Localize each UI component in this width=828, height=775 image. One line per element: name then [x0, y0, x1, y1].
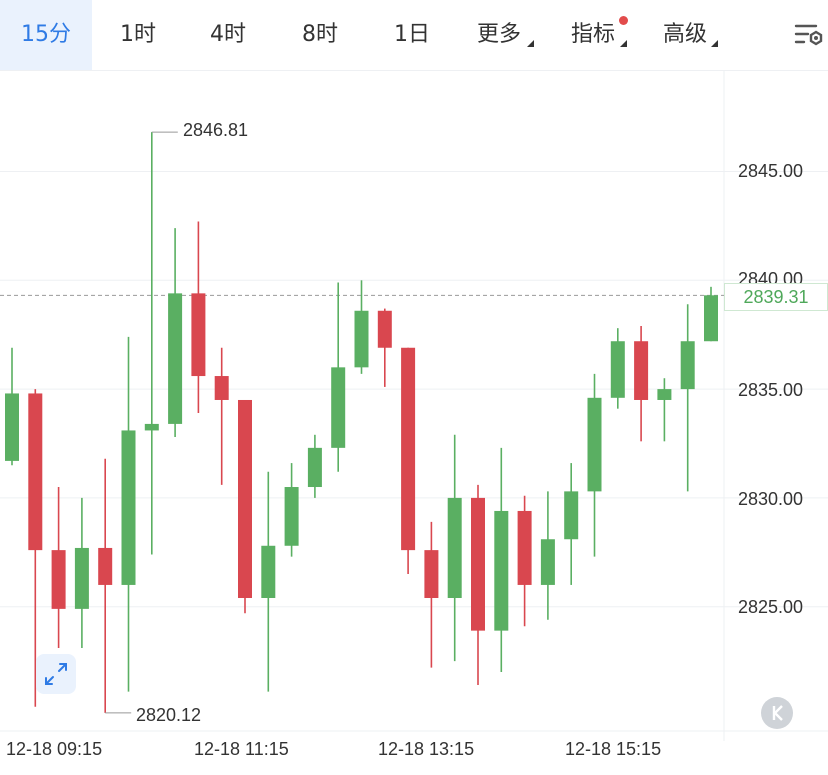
candle-body — [540, 539, 555, 585]
candle-body — [680, 341, 695, 390]
candle-body — [98, 547, 113, 585]
tab-more[interactable]: 更多 — [476, 22, 521, 47]
dropdown-triangle-icon — [711, 40, 718, 47]
candle-body — [517, 510, 532, 585]
timeframe-tab-bar: 15分 1时 4时 8时 1日 更多 指标 高级 — [0, 0, 828, 71]
candle-body — [5, 393, 19, 461]
expand-icon — [45, 663, 67, 685]
candle-body — [354, 310, 369, 368]
candle-body — [74, 547, 89, 609]
y-tick-label: 2835.00 — [738, 380, 804, 400]
candle-body — [494, 510, 509, 631]
candle-body — [261, 545, 276, 598]
notification-dot — [619, 16, 628, 25]
high-price-label: 2846.81 — [183, 120, 249, 140]
y-tick-label: 2830.00 — [738, 489, 804, 509]
candle-body — [214, 376, 229, 400]
candle-body — [471, 497, 485, 631]
candle-body — [307, 447, 322, 488]
candle-body — [634, 341, 649, 400]
tab-15m[interactable]: 15分 — [0, 0, 92, 70]
candle-body — [238, 399, 252, 598]
candle-body — [51, 550, 66, 609]
low-price-label: 2820.12 — [136, 705, 202, 725]
tab-advanced[interactable]: 高级 — [662, 22, 707, 47]
tab-1h[interactable]: 1时 — [120, 22, 156, 47]
tab-1d[interactable]: 1日 — [394, 22, 430, 47]
candlestick-chart[interactable] — [0, 71, 828, 770]
candle-body — [331, 367, 346, 448]
x-tick-label: 12-18 11:15 — [194, 739, 289, 759]
candle-body — [704, 295, 718, 342]
x-tick-label: 12-18 13:15 — [378, 739, 475, 759]
tab-indicators[interactable]: 指标 — [570, 22, 615, 47]
candle-body — [121, 430, 136, 585]
chart-settings-button[interactable] — [728, 0, 828, 70]
fullscreen-button[interactable] — [36, 654, 76, 694]
dropdown-triangle-icon — [620, 40, 627, 47]
y-tick-label: 2845.00 — [738, 161, 804, 181]
current-price-label: 2839.31 — [724, 283, 828, 311]
candle-body — [447, 497, 462, 598]
chart-canvas — [0, 71, 828, 741]
dropdown-triangle-icon — [527, 40, 534, 47]
x-tick-label: 12-18 15:15 — [565, 739, 662, 759]
tab-8h[interactable]: 8时 — [302, 22, 338, 47]
y-tick-label: 2825.00 — [738, 597, 804, 617]
tab-4h[interactable]: 4时 — [210, 22, 246, 47]
candle-body — [144, 423, 159, 431]
candle-body — [191, 293, 206, 377]
candle-body — [657, 389, 672, 400]
candle-body — [28, 393, 43, 551]
candle-body — [610, 341, 625, 398]
candle-body — [284, 487, 299, 546]
chevron-left-icon — [772, 705, 783, 721]
candle-body — [424, 550, 439, 598]
candle-body — [377, 310, 392, 348]
scroll-to-latest-button[interactable] — [761, 697, 793, 729]
candle-body — [564, 491, 579, 540]
candle-body — [587, 397, 602, 492]
candle-body — [401, 347, 416, 551]
x-tick-label: 12-18 09:15 — [6, 739, 103, 759]
chart-settings-icon — [794, 24, 823, 46]
candle-body — [168, 293, 183, 424]
